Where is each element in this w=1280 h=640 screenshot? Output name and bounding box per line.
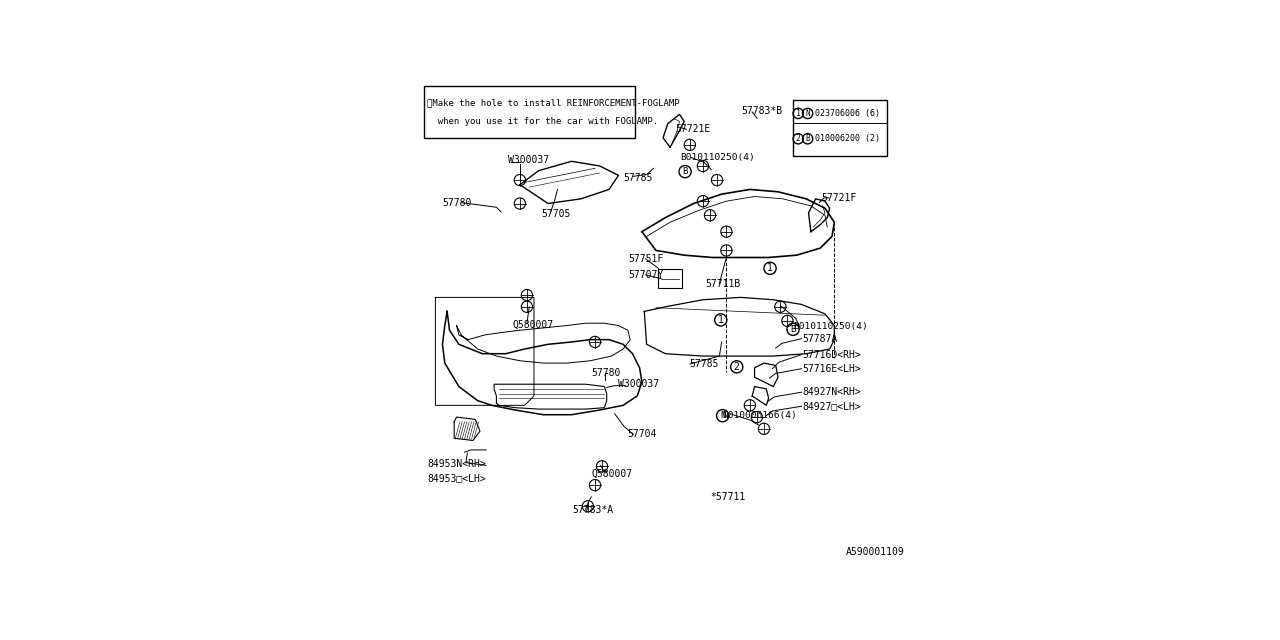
Text: 57707Y: 57707Y xyxy=(628,270,664,280)
Text: 57721F: 57721F xyxy=(822,193,856,203)
Text: 57787A: 57787A xyxy=(803,333,837,344)
Text: B010110250(4): B010110250(4) xyxy=(681,153,755,162)
Text: N010006166(4): N010006166(4) xyxy=(723,411,797,420)
Text: B010110250(4): B010110250(4) xyxy=(794,322,868,331)
Text: 57721E: 57721E xyxy=(676,124,710,134)
Text: B: B xyxy=(805,134,810,143)
Text: B: B xyxy=(790,325,796,334)
Text: 57705: 57705 xyxy=(541,209,571,219)
Text: 1: 1 xyxy=(718,315,723,325)
Text: Q580007: Q580007 xyxy=(591,468,632,478)
Text: 57785: 57785 xyxy=(690,359,719,369)
Text: 010006200 (2): 010006200 (2) xyxy=(814,134,879,143)
Text: 84953□<LH>: 84953□<LH> xyxy=(428,473,485,483)
Bar xyxy=(794,100,887,156)
Text: 57716D<RH>: 57716D<RH> xyxy=(803,349,861,360)
Text: B: B xyxy=(682,167,687,176)
Text: 57780: 57780 xyxy=(591,369,621,378)
Text: 57783*B: 57783*B xyxy=(741,106,782,116)
Text: 57751F: 57751F xyxy=(628,254,664,264)
Text: A590001109: A590001109 xyxy=(846,547,905,557)
Text: 84927N<RH>: 84927N<RH> xyxy=(803,387,861,397)
Text: N: N xyxy=(805,109,810,118)
Bar xyxy=(658,269,682,288)
Text: 2: 2 xyxy=(796,134,801,143)
Text: W300037: W300037 xyxy=(508,156,549,165)
Text: 84953N<RH>: 84953N<RH> xyxy=(428,459,485,469)
Text: 57785: 57785 xyxy=(623,173,653,182)
Text: ※Make the hole to install REINFORCEMENT-FOGLAMP: ※Make the hole to install REINFORCEMENT-… xyxy=(428,98,680,107)
Text: 2: 2 xyxy=(733,362,740,372)
Text: 57711B: 57711B xyxy=(705,279,741,289)
Text: N: N xyxy=(719,411,726,420)
Text: 57704: 57704 xyxy=(627,429,657,440)
Text: 57783*A: 57783*A xyxy=(572,504,613,515)
Text: 1: 1 xyxy=(796,109,801,118)
Text: 84927□<LH>: 84927□<LH> xyxy=(803,401,861,412)
Text: *57711: *57711 xyxy=(710,492,745,502)
Text: 57716E<LH>: 57716E<LH> xyxy=(803,364,861,374)
Text: 57780: 57780 xyxy=(443,198,472,207)
Bar xyxy=(424,86,635,138)
Text: Q580007: Q580007 xyxy=(513,319,554,330)
Text: when you use it for the car with FOGLAMP.: when you use it for the car with FOGLAMP… xyxy=(428,116,658,125)
Text: 1: 1 xyxy=(767,263,773,273)
Text: W300037: W300037 xyxy=(617,380,659,389)
Text: 023706006 (6): 023706006 (6) xyxy=(814,109,879,118)
